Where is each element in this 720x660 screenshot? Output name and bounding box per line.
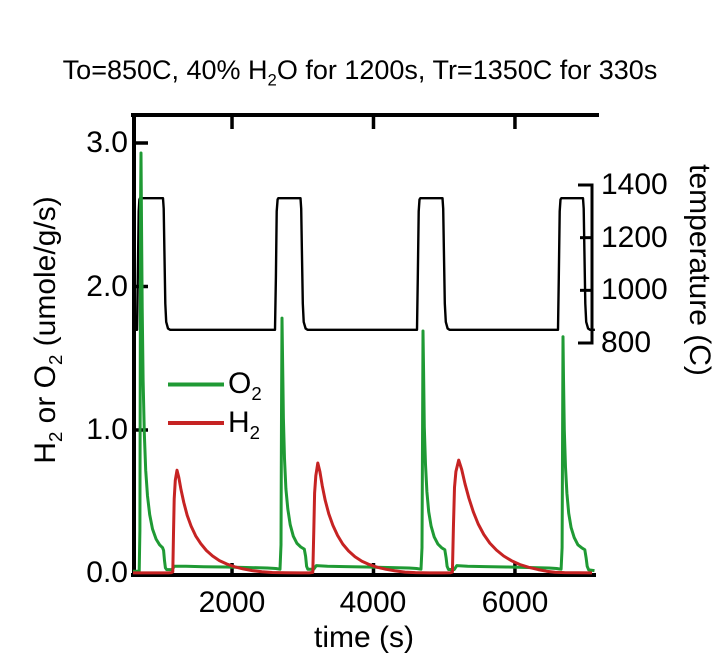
o2-trace <box>133 151 595 573</box>
chart-title: To=850C, 40% H2O for 1200s, Tr=1350C for… <box>62 55 658 90</box>
temperature-trace <box>133 196 595 331</box>
x-tick-label: 2000 <box>198 586 266 619</box>
legend-label-o2: O2 <box>228 367 262 404</box>
y-right-tick-label: 1200 <box>601 221 668 254</box>
h2-trace <box>133 458 593 575</box>
legend-label-h2: H2 <box>228 406 261 443</box>
x-tick-label: 6000 <box>481 586 549 619</box>
y-right-tick-label: 1000 <box>601 273 668 306</box>
y-right-tick-label: 1400 <box>601 168 668 201</box>
y-left-tick-label: 2.0 <box>86 270 128 303</box>
y-left-tick-label: 0.0 <box>86 556 128 589</box>
x-tick-label: 4000 <box>339 586 407 619</box>
right-axis-bracket <box>578 183 594 345</box>
y-left-axis-title: H2 or O2 (umole/g/s) <box>29 196 66 464</box>
y-right-tick-label: 800 <box>601 326 652 359</box>
x-axis-title: time (s) <box>314 621 414 654</box>
y-left-tick-label: 3.0 <box>86 126 128 159</box>
y-left-tick-label: 1.0 <box>86 413 128 446</box>
y-right-axis-title: temperature (C) <box>683 164 716 376</box>
